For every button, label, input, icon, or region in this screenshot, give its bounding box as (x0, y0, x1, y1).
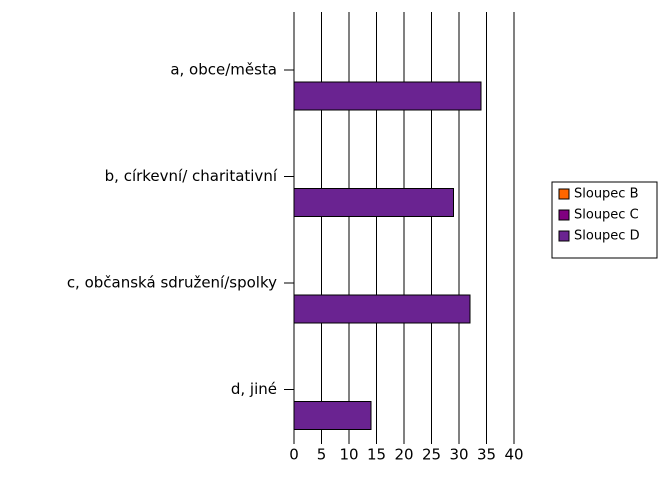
y-tick-label: d, jiné (231, 380, 277, 398)
legend-label: Sloupec C (574, 208, 639, 223)
y-tick-label: c, občanská sdružení/spolky (67, 274, 277, 292)
bar (293, 81, 482, 111)
y-tick-label: b, církevní/ charitativní (105, 167, 278, 185)
legend-swatch (558, 230, 570, 242)
x-tick-label: 25 (422, 446, 441, 464)
x-tick-label: 30 (449, 446, 468, 464)
x-tick-label: 20 (394, 446, 413, 464)
bar (293, 294, 471, 324)
bar (293, 401, 372, 430)
x-tick-label: 0 (289, 446, 299, 464)
legend-label: Sloupec D (574, 229, 640, 244)
bar (293, 188, 454, 217)
x-tick-label: 15 (367, 446, 386, 464)
legend-swatch (558, 209, 570, 221)
x-tick-label: 5 (317, 446, 327, 464)
x-tick-label: 35 (477, 446, 496, 464)
legend-swatch (558, 188, 570, 200)
x-tick-label: 40 (504, 446, 523, 464)
legend-label: Sloupec B (574, 187, 639, 202)
x-tick-label: 10 (339, 446, 358, 464)
y-tick-label: a, obce/města (170, 61, 277, 79)
